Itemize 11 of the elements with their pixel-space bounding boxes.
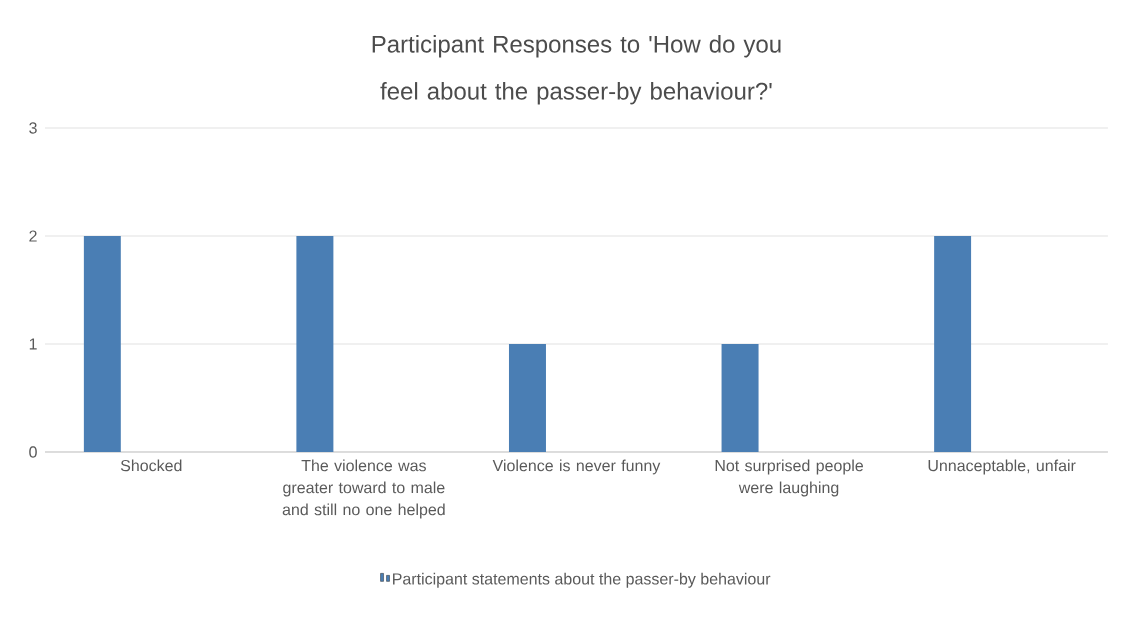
x-tick-label: Not surprised people were laughing	[715, 459, 864, 497]
x-tick-label: The violence was greater toward to male and still no one helped	[282, 459, 445, 519]
y-tick-label: 3	[29, 122, 37, 134]
x-tick-label: Shocked	[120, 459, 182, 472]
x-tick-label: Unnaceptable, unfair	[928, 459, 1076, 475]
chart-title: Participant Responses to 'How do you feel about the passer-by behaviour?'	[372, 35, 781, 105]
x-tick-label: Violence is never funny	[492, 459, 661, 475]
y-tick-label: 2	[29, 230, 37, 242]
y-tick-label: 1	[29, 338, 37, 350]
y-tick-label: 0	[29, 446, 37, 458]
legend-label: Participant statements about the passer-by behaviour	[393, 572, 771, 588]
